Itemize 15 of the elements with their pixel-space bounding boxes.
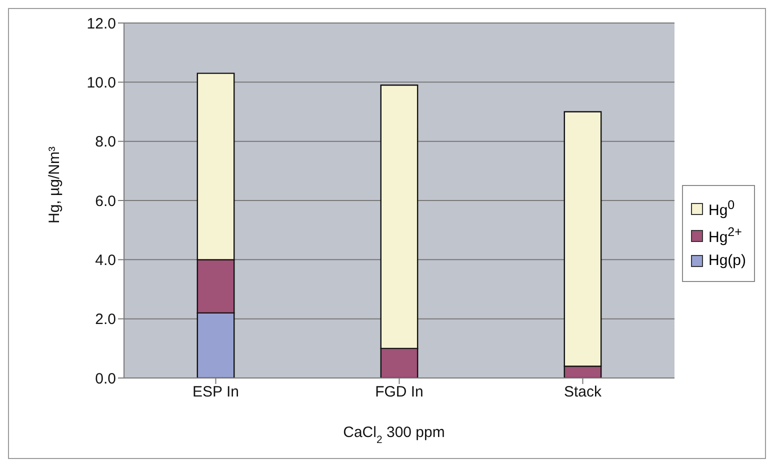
y-tick-label: 12.0 <box>86 15 116 32</box>
legend-label: Hg$^{2+}$ <box>708 225 742 246</box>
x-tick-label: ESP In <box>192 384 239 401</box>
y-axis-title: Hg, µg/Nm³ <box>46 146 63 224</box>
y-tick-label: 10.0 <box>86 74 116 92</box>
y-tick-label: 6.0 <box>95 192 116 210</box>
legend-label: Hg$^{0}$ <box>708 198 735 219</box>
y-tick-label: 4.0 <box>95 252 116 269</box>
y-tick-label: 0.0 <box>95 370 116 388</box>
x-axis-title: CaCl$_{2}$ 300 ppm <box>343 424 445 446</box>
y-tick-label: 2.0 <box>95 311 116 328</box>
legend-label: Hg(p) <box>708 252 746 269</box>
x-tick-label: FGD In <box>375 384 424 401</box>
y-tick-label: 8.0 <box>95 134 116 151</box>
x-tick-label: Stack <box>564 384 602 401</box>
